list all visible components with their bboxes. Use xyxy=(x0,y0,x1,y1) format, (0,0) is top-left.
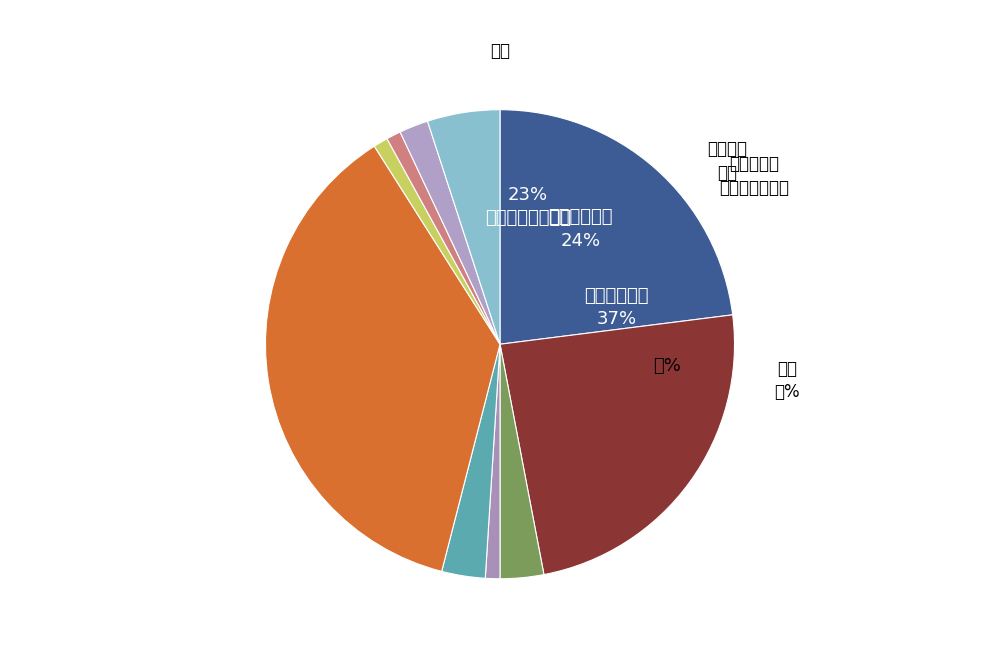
Wedge shape xyxy=(387,132,500,344)
Text: 燃料電池
３％: 燃料電池 ３％ xyxy=(707,140,747,182)
Wedge shape xyxy=(500,315,735,575)
Wedge shape xyxy=(485,344,500,579)
Text: 不明: 不明 xyxy=(490,42,510,60)
Text: エコジョーズ
24%: エコジョーズ 24% xyxy=(548,208,613,250)
Wedge shape xyxy=(500,344,544,579)
Wedge shape xyxy=(265,146,500,571)
Text: 23%
従来型ガス給湯器: 23% 従来型ガス給湯器 xyxy=(485,186,571,227)
Wedge shape xyxy=(428,110,500,344)
Text: エコキュート
37%: エコキュート 37% xyxy=(584,287,649,329)
Wedge shape xyxy=(374,139,500,344)
Wedge shape xyxy=(442,344,500,579)
Text: ヒーター式
電気温水器３％: ヒーター式 電気温水器３％ xyxy=(720,155,790,197)
Wedge shape xyxy=(400,121,500,344)
Text: ５%: ５% xyxy=(653,357,681,375)
Wedge shape xyxy=(500,110,733,344)
Text: 不明
５%: 不明 ５% xyxy=(774,360,800,401)
